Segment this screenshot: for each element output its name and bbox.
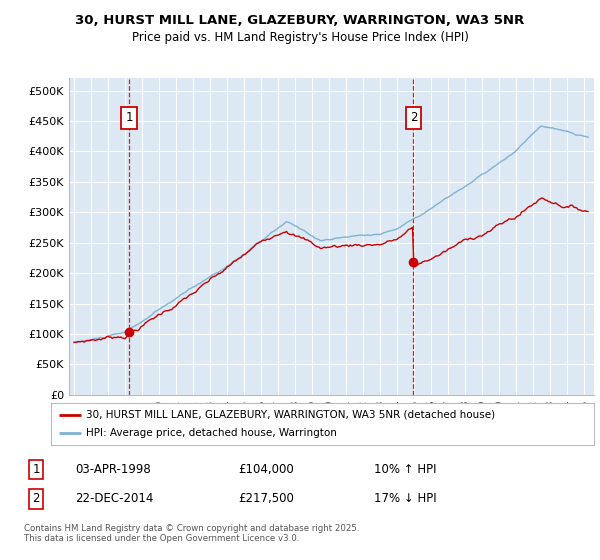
Text: 30, HURST MILL LANE, GLAZEBURY, WARRINGTON, WA3 5NR (detached house): 30, HURST MILL LANE, GLAZEBURY, WARRINGT… (86, 410, 496, 420)
Text: £217,500: £217,500 (238, 492, 294, 505)
Text: 1: 1 (32, 463, 40, 476)
Text: Contains HM Land Registry data © Crown copyright and database right 2025.
This d: Contains HM Land Registry data © Crown c… (24, 524, 359, 543)
Text: HPI: Average price, detached house, Warrington: HPI: Average price, detached house, Warr… (86, 428, 337, 438)
Text: 17% ↓ HPI: 17% ↓ HPI (374, 492, 436, 505)
Text: 2: 2 (32, 492, 40, 505)
Text: 10% ↑ HPI: 10% ↑ HPI (374, 463, 436, 476)
Text: 1: 1 (125, 111, 133, 124)
Text: 30, HURST MILL LANE, GLAZEBURY, WARRINGTON, WA3 5NR: 30, HURST MILL LANE, GLAZEBURY, WARRINGT… (76, 14, 524, 27)
Text: 22-DEC-2014: 22-DEC-2014 (75, 492, 153, 505)
Text: 03-APR-1998: 03-APR-1998 (75, 463, 151, 476)
Text: Price paid vs. HM Land Registry's House Price Index (HPI): Price paid vs. HM Land Registry's House … (131, 31, 469, 44)
Text: £104,000: £104,000 (238, 463, 294, 476)
Text: 2: 2 (410, 111, 417, 124)
